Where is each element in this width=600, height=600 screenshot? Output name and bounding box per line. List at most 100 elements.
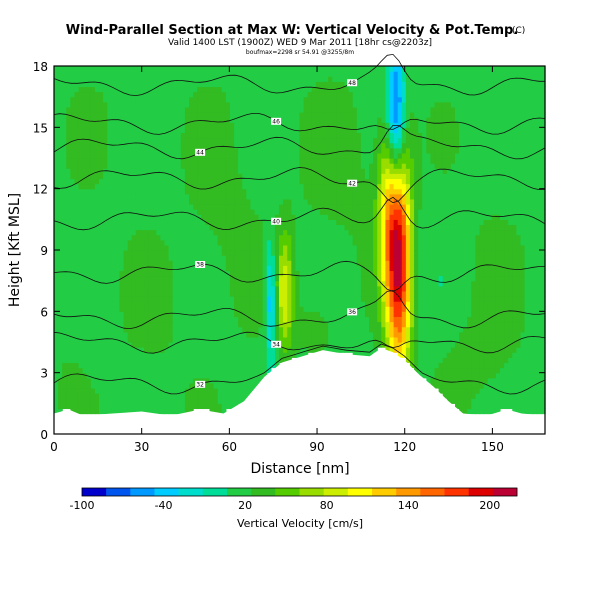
velocity-cell	[160, 178, 166, 185]
velocity-cell	[234, 316, 239, 323]
velocity-cell	[70, 403, 76, 410]
velocity-cell	[336, 342, 342, 348]
velocity-cell	[205, 132, 211, 139]
velocity-cell	[225, 326, 231, 333]
velocity-cell	[131, 275, 137, 282]
velocity-cell	[324, 260, 329, 266]
velocity-cell	[189, 137, 194, 144]
velocity-cell	[287, 285, 292, 292]
velocity-cell	[99, 112, 104, 118]
velocity-cell	[225, 142, 231, 149]
velocity-cell	[291, 285, 297, 292]
velocity-cell	[315, 280, 321, 287]
velocity-cell	[369, 91, 374, 98]
velocity-cell	[184, 382, 190, 389]
velocity-cell	[131, 76, 137, 82]
velocity-cell	[254, 342, 260, 348]
velocity-cell	[164, 316, 170, 323]
velocity-cell	[103, 382, 108, 389]
velocity-cell	[262, 81, 268, 88]
velocity-cell	[221, 209, 227, 215]
velocity-cell	[180, 173, 186, 180]
velocity-cell	[193, 117, 198, 123]
velocity-cell	[348, 152, 354, 159]
velocity-cell	[344, 285, 350, 292]
velocity-cell	[115, 229, 121, 236]
velocity-cell	[176, 408, 182, 415]
velocity-cell	[315, 66, 321, 72]
velocity-cell	[74, 224, 80, 231]
velocity-cell	[111, 316, 116, 323]
velocity-cell	[307, 112, 313, 118]
velocity-cell	[250, 71, 256, 77]
velocity-cell	[115, 204, 121, 210]
velocity-cell	[258, 239, 264, 246]
velocity-cell	[324, 188, 329, 195]
velocity-cell	[193, 66, 198, 72]
velocity-cell	[127, 265, 133, 272]
velocity-cell	[82, 255, 88, 261]
velocity-cell	[135, 285, 141, 292]
velocity-cell	[229, 173, 235, 180]
velocity-cell	[299, 71, 305, 77]
velocity-cell	[82, 158, 88, 164]
velocity-cell	[119, 188, 125, 195]
velocity-cell	[107, 91, 112, 98]
velocity-cell	[144, 372, 149, 379]
velocity-cell	[135, 178, 141, 185]
velocity-cell	[307, 86, 313, 93]
velocity-cell	[311, 101, 317, 108]
velocity-cell	[189, 112, 194, 118]
velocity-cell	[74, 193, 80, 200]
velocity-cell	[328, 275, 333, 282]
velocity-cell	[291, 112, 297, 118]
velocity-cell	[115, 372, 121, 379]
velocity-cell	[74, 127, 80, 134]
velocity-cell	[295, 66, 301, 72]
velocity-cell	[291, 132, 297, 139]
velocity-cell	[311, 229, 317, 236]
velocity-cell	[348, 137, 354, 144]
velocity-cell	[176, 398, 182, 404]
velocity-cell	[111, 127, 116, 134]
velocity-cell	[254, 178, 260, 185]
velocity-cell	[254, 250, 260, 256]
velocity-cell	[221, 372, 227, 379]
velocity-cell	[307, 106, 313, 113]
velocity-cell	[135, 306, 141, 312]
velocity-cell	[205, 331, 211, 338]
velocity-cell	[238, 250, 243, 256]
velocity-cell	[225, 158, 231, 164]
velocity-cell	[70, 342, 76, 348]
velocity-cell	[90, 270, 96, 277]
velocity-cell	[152, 76, 157, 82]
velocity-cell	[348, 168, 354, 174]
velocity-cell	[180, 127, 186, 134]
velocity-cell	[311, 224, 317, 231]
velocity-cell	[356, 342, 362, 348]
velocity-cell	[184, 219, 190, 226]
velocity-cell	[270, 183, 276, 190]
velocity-cell	[139, 382, 145, 389]
velocity-cell	[254, 321, 260, 328]
velocity-cell	[66, 214, 71, 220]
velocity-cell	[189, 290, 194, 297]
velocity-cell	[246, 388, 251, 394]
velocity-cell	[234, 198, 239, 205]
velocity-cell	[176, 311, 182, 318]
velocity-cell	[197, 163, 202, 169]
velocity-cell	[189, 106, 194, 113]
velocity-cell	[70, 106, 76, 113]
velocity-cell	[295, 250, 301, 256]
velocity-cell	[213, 388, 219, 394]
velocity-cell	[332, 147, 337, 154]
velocity-cell	[172, 244, 178, 251]
velocity-cell	[229, 81, 235, 88]
velocity-cell	[250, 229, 256, 236]
velocity-cell	[135, 408, 141, 415]
velocity-cell	[78, 106, 84, 113]
velocity-cell	[262, 173, 268, 180]
velocity-cell	[315, 290, 321, 297]
velocity-cell	[225, 127, 231, 134]
velocity-cell	[82, 362, 88, 369]
